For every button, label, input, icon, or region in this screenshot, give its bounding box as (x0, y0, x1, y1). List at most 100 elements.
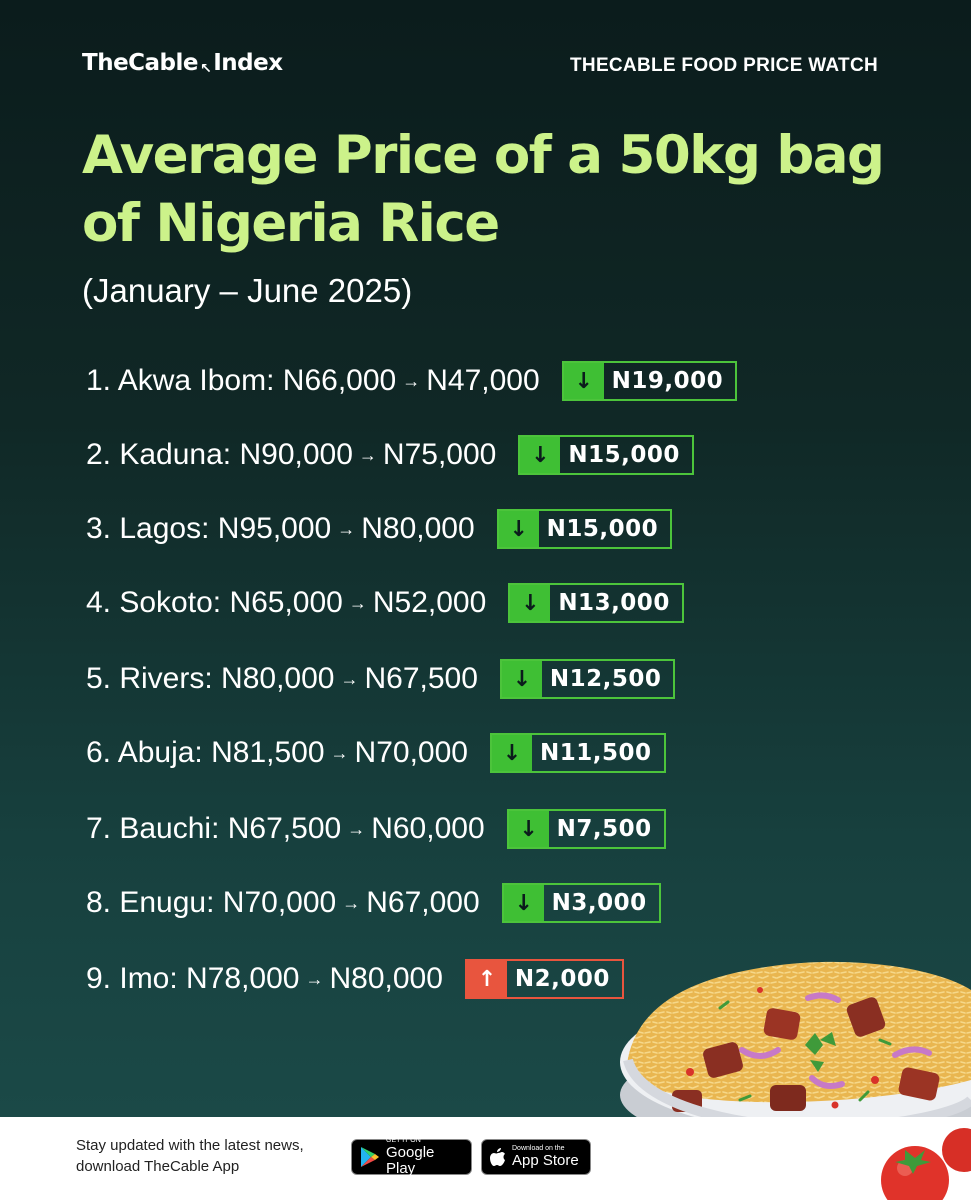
price-row-9: 9. Imo: N78,000 → N80,000 ↑ N2,000 (86, 954, 624, 1004)
arrow-right-icon: → (337, 519, 356, 539)
price-row-text: 1. Akwa Ibom: N66,000 → N47,000 (86, 364, 540, 398)
price-row-8: 8. Enugu: N70,000 → N67,000 ↓ N3,000 (86, 878, 661, 928)
footer-message: Stay updated with the latest news, downl… (76, 1135, 304, 1177)
apple-icon (490, 1147, 506, 1167)
app-store-small-text: Download on the (512, 1145, 565, 1152)
price-row-1: 1. Akwa Ibom: N66,000 → N47,000 ↓ N19,000 (86, 356, 738, 406)
price-row-text: 2. Kaduna: N90,000 → N75,000 (86, 438, 496, 472)
price-row-text: 5. Rivers: N80,000 → N67,500 (86, 662, 478, 696)
change-amount: N12,500 (549, 666, 662, 692)
arrow-down-icon: ↓ (503, 885, 544, 921)
footer-line-1: Stay updated with the latest news, (76, 1137, 304, 1154)
change-amount: N2,000 (514, 966, 610, 992)
price-to: N60,000 (371, 812, 485, 845)
google-play-big-text: Google Play (386, 1144, 435, 1177)
arrow-down-icon: ↓ (501, 661, 542, 697)
arrow-right-icon: → (402, 371, 421, 391)
price-to: N67,000 (366, 886, 480, 919)
price-to: N80,000 (329, 962, 443, 995)
app-store-button[interactable]: Download on the App Store (481, 1139, 591, 1175)
logo-text-thecable: TheCable (82, 50, 199, 76)
arrow-down-icon: ↓ (510, 585, 551, 621)
arrow-right-icon: → (340, 669, 359, 689)
app-store-big-text: App Store (512, 1152, 579, 1169)
state-label: 9. Imo: (86, 962, 178, 995)
price-row-text: 9. Imo: N78,000 → N80,000 (86, 962, 443, 996)
arrow-down-icon: ↓ (563, 363, 604, 399)
state-label: 1. Akwa Ibom: (86, 364, 275, 397)
state-label: 3. Lagos: (86, 512, 210, 545)
change-badge: ↓ N15,000 (496, 509, 673, 549)
change-badge: ↓ N11,500 (489, 733, 666, 773)
price-row-text: 4. Sokoto: N65,000 → N52,000 (86, 586, 486, 620)
google-play-small-text: GET IT ON (386, 1137, 421, 1144)
state-label: 5. Rivers: (86, 662, 213, 695)
price-from: N90,000 (239, 438, 353, 471)
state-label: 2. Kaduna: (86, 438, 232, 471)
arrow-down-icon: ↓ (498, 511, 539, 547)
change-amount: N15,000 (546, 516, 659, 542)
change-amount: N13,000 (558, 590, 670, 616)
price-row-4: 4. Sokoto: N65,000 → N52,000 ↓ N13,000 (86, 578, 684, 628)
change-amount: N7,500 (556, 816, 652, 842)
price-from: N95,000 (217, 512, 332, 545)
arrow-right-icon: → (358, 445, 377, 465)
price-row-text: 7. Bauchi: N67,500 → N60,000 (86, 812, 485, 846)
state-label: 4. Sokoto: (86, 586, 222, 619)
price-to: N52,000 (372, 586, 487, 619)
change-badge: ↓ N12,500 (499, 659, 676, 699)
change-amount: N15,000 (568, 442, 680, 468)
price-from: N66,000 (282, 364, 397, 397)
footer-banner: Stay updated with the latest news, downl… (0, 1117, 971, 1200)
change-badge-up: ↑ N2,000 (464, 959, 624, 999)
change-amount: N11,500 (539, 740, 652, 766)
change-badge: ↓ N15,000 (518, 435, 694, 475)
change-badge: ↓ N19,000 (561, 361, 738, 401)
arrow-right-icon: → (342, 893, 361, 913)
header-tagline: THECABLE FOOD PRICE WATCH (570, 55, 878, 76)
price-to: N67,500 (364, 662, 478, 695)
arrow-down-icon: ↓ (520, 437, 561, 473)
state-label: 6. Abuja: (86, 736, 203, 769)
google-play-button[interactable]: GET IT ON Google Play (351, 1137, 472, 1177)
thecable-index-logo: TheCable ↖Index (82, 50, 283, 77)
price-from: N65,000 (229, 586, 343, 619)
arrow-right-icon: → (347, 819, 366, 839)
change-amount: N19,000 (611, 368, 724, 394)
date-range-subtitle: (January – June 2025) (82, 272, 413, 309)
price-from: N78,000 (186, 962, 300, 995)
change-amount: N3,000 (551, 890, 647, 916)
price-row-text: 6. Abuja: N81,500 → N70,000 (86, 736, 468, 770)
state-label: 7. Bauchi: (86, 812, 220, 845)
footer-line-2: download TheCable App (76, 1158, 240, 1175)
arrow-down-icon: ↓ (508, 811, 549, 847)
price-row-text: 8. Enugu: N70,000 → N67,000 (86, 886, 480, 920)
price-to: N75,000 (382, 438, 497, 471)
price-to: N80,000 (361, 512, 475, 545)
page-title: Average Price of a 50kg bag of Nigeria R… (82, 125, 885, 254)
logo-text-index: Index (213, 50, 283, 76)
price-row-text: 3. Lagos: N95,000 → N80,000 (86, 512, 475, 546)
price-row-2: 2. Kaduna: N90,000 → N75,000 ↓ N15,000 (86, 430, 694, 480)
state-label: 8. Enugu: (86, 886, 215, 919)
arrow-right-icon: → (330, 743, 349, 763)
google-play-icon (360, 1146, 380, 1168)
change-badge: ↓ N7,500 (506, 809, 666, 849)
price-from: N81,500 (211, 736, 325, 769)
price-row-7: 7. Bauchi: N67,500 → N60,000 ↓ N7,500 (86, 804, 666, 854)
price-from: N67,500 (227, 812, 342, 845)
price-to: N47,000 (426, 364, 540, 397)
price-to: N70,000 (354, 736, 468, 769)
price-row-3: 3. Lagos: N95,000 → N80,000 ↓ N15,000 (86, 504, 673, 554)
price-row-5: 5. Rivers: N80,000 → N67,500 ↓ N12,500 (86, 654, 676, 704)
price-row-6: 6. Abuja: N81,500 → N70,000 ↓ N11,500 (86, 728, 666, 778)
change-badge: ↓ N3,000 (501, 883, 661, 923)
arrow-down-icon: ↓ (491, 735, 532, 771)
arrow-right-icon: → (305, 969, 324, 989)
price-from: N80,000 (221, 662, 335, 695)
price-from: N70,000 (222, 886, 337, 919)
arrow-up-icon: ↑ (466, 961, 507, 997)
arrow-right-icon: → (348, 593, 367, 613)
change-badge: ↓ N13,000 (508, 583, 684, 623)
cursor-arrow-icon: ↖ (200, 61, 212, 77)
